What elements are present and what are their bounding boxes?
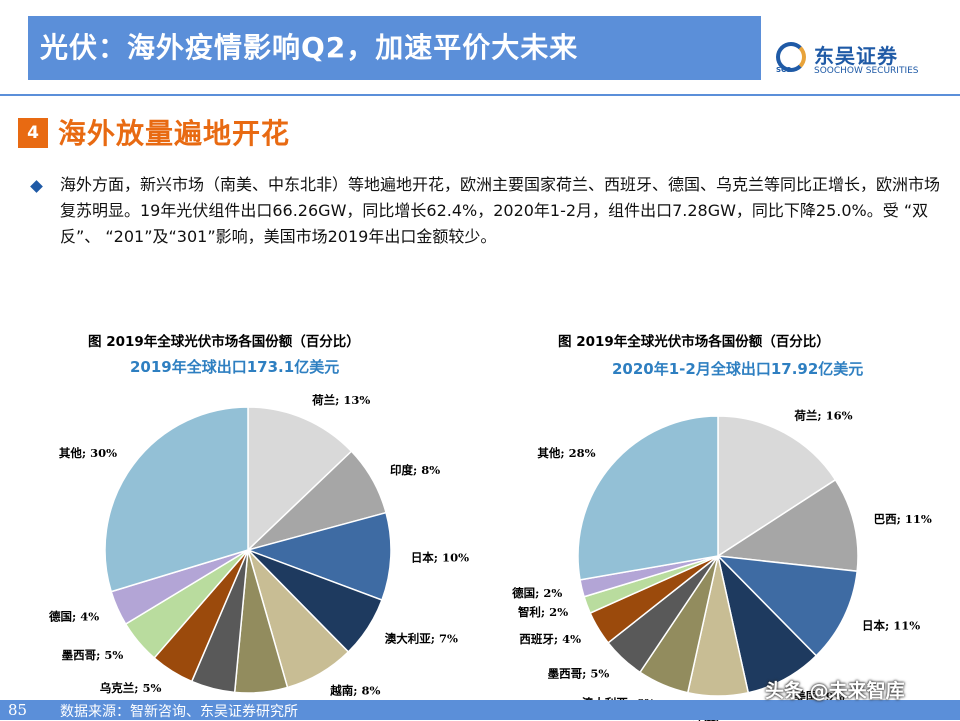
data-source: 数据来源：智新咨询、东吴证券研究所 bbox=[60, 704, 298, 720]
chart-2-pie: 荷兰; 16%巴西; 11%日本; 11%美国; 9%印度; 7%澳大利亚; 6… bbox=[511, 408, 932, 721]
pie-label-越南: 越南; 8% bbox=[329, 684, 380, 698]
pie-label-印度: 印度; 8% bbox=[390, 463, 440, 477]
pie-label-乌克兰: 乌克兰; 5% bbox=[100, 681, 162, 695]
diamond-bullet-icon bbox=[30, 180, 43, 193]
pie-slice-荷兰 bbox=[247, 406, 353, 552]
logo-name-en: SOOCHOW SECURITIES bbox=[814, 66, 919, 76]
slide-header: 光伏：海外疫情影响Q2，加速平价大未来 bbox=[28, 16, 761, 80]
chart-2-title: 图 2019年全球光伏市场各国份额（百分比） bbox=[558, 334, 830, 350]
pie-slice-日本 bbox=[715, 555, 858, 657]
pie-label-荷兰: 荷兰; 13% bbox=[311, 393, 370, 407]
pie-label-其他: 其他; 28% bbox=[537, 446, 595, 460]
pie-label-日本: 日本; 10% bbox=[411, 551, 469, 565]
pie-label-其他: 其他; 30% bbox=[59, 446, 117, 460]
chart-1-title: 图 2019年全球光伏市场各国份额（百分比） bbox=[88, 334, 360, 350]
chart-2-subtitle: 2020年1-2月全球出口17.92亿美元 bbox=[612, 360, 864, 378]
pie-label-荷兰: 荷兰; 16% bbox=[793, 408, 852, 422]
logo-mark-text: SCS bbox=[776, 66, 792, 74]
watermark: 头条 @未来智库 bbox=[765, 680, 905, 702]
chart-1-pie: 荷兰; 13%印度; 8%日本; 10%澳大利亚; 7%越南; 8%巴西; 6%… bbox=[48, 393, 469, 719]
pie-label-墨西哥: 墨西哥; 5% bbox=[548, 666, 610, 680]
pie-label-德国: 德国; 2% bbox=[511, 586, 562, 600]
logo-name-cn: 东吴证券 bbox=[814, 44, 898, 68]
pie-label-巴西: 巴西; 11% bbox=[874, 512, 932, 526]
pie-label-日本: 日本; 11% bbox=[862, 619, 920, 633]
pie-slice-荷兰 bbox=[717, 415, 837, 558]
company-logo: SCS 东吴证券 SOOCHOW SECURITIES bbox=[776, 42, 926, 82]
bullet-paragraph: 海外方面，新兴市场（南美、中东北非）等地遍地开花，欧洲主要国家荷兰、西班牙、德国… bbox=[60, 175, 941, 246]
footer-bar bbox=[0, 700, 960, 720]
section-number-badge: 4 bbox=[18, 118, 48, 148]
slide-title: 光伏：海外疫情影响Q2，加速平价大未来 bbox=[40, 31, 579, 64]
pie-slice-其他 bbox=[104, 406, 249, 593]
pie-label-澳大利亚: 澳大利亚; 7% bbox=[385, 632, 458, 646]
chart-1-subtitle: 2019年全球出口173.1亿美元 bbox=[130, 358, 340, 376]
pie-slice-日本 bbox=[245, 511, 392, 602]
logo-mark-icon bbox=[776, 42, 806, 72]
pie-slice-其他 bbox=[577, 415, 719, 581]
page-number: 85 bbox=[8, 701, 28, 719]
pie-slice-巴西 bbox=[715, 478, 859, 573]
pie-label-德国: 德国; 4% bbox=[48, 609, 99, 623]
pie-label-智利: 智利; 2% bbox=[518, 605, 568, 619]
pie-label-西班牙: 西班牙; 4% bbox=[519, 632, 581, 646]
pie-label-墨西哥: 墨西哥; 5% bbox=[62, 648, 124, 662]
header-divider bbox=[0, 94, 960, 96]
section-title: 海外放量遍地开花 bbox=[58, 117, 291, 150]
